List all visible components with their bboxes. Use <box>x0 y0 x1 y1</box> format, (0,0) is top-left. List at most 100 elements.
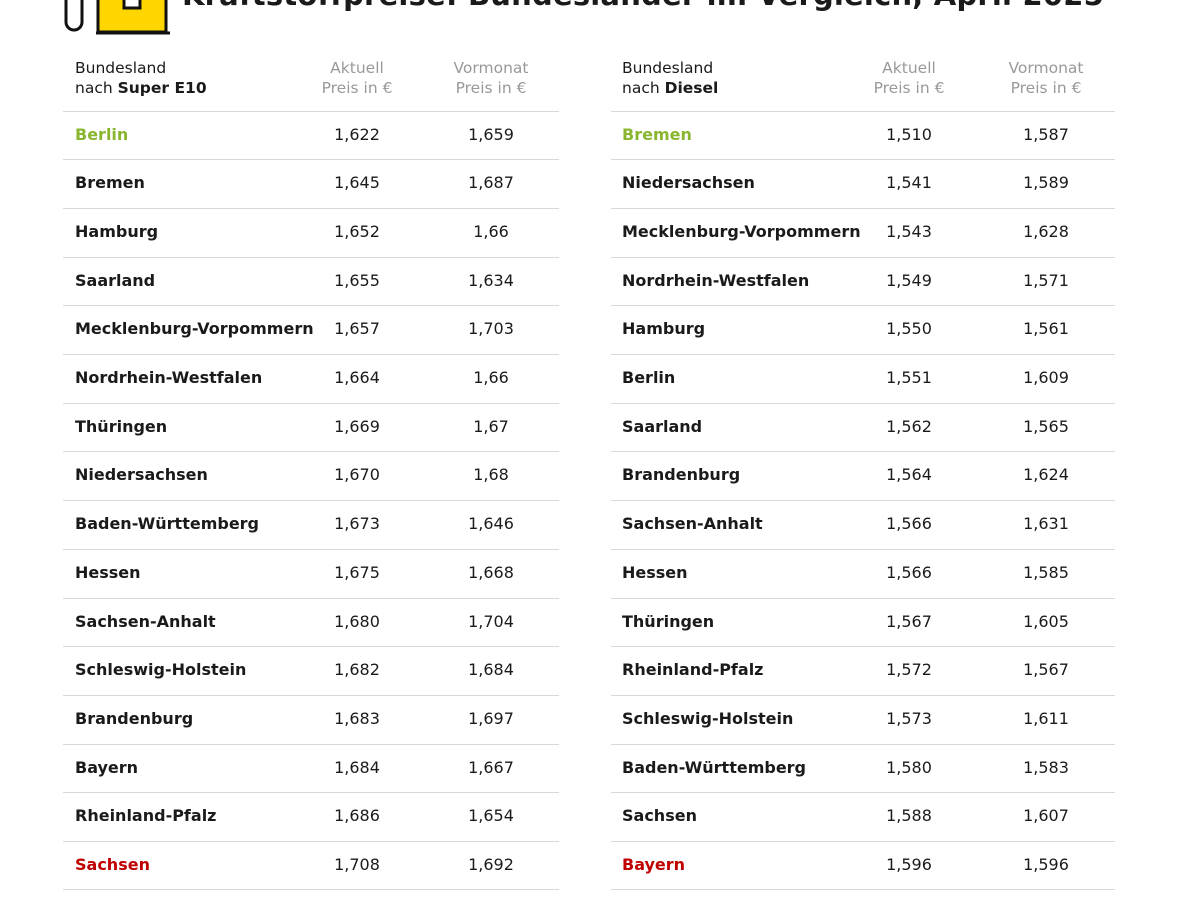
header-text: Preis in € <box>321 79 393 97</box>
price: 1,550 <box>886 319 932 339</box>
price: 1,667 <box>468 757 514 777</box>
table-row: Rheinland-Pfalz 1,686 1,654 <box>63 792 559 841</box>
price: 1,566 <box>886 562 932 582</box>
table-row: Schleswig-Holstein 1,682 1,684 <box>63 646 559 695</box>
state-name: Berlin <box>75 124 129 144</box>
price: 1,634 <box>468 270 514 290</box>
table-row: Sachsen-Anhalt 1,680 1,704 <box>63 597 559 647</box>
price: 1,596 <box>886 855 932 874</box>
table-row: Brandenburg 1,683 1,697 <box>63 694 559 744</box>
table-row: Schleswig-Holstein 1,573 1,611 <box>611 694 1115 744</box>
price: 1,687 <box>468 173 514 193</box>
table-row: Saarland 1,562 1,565 <box>611 402 1115 452</box>
header-line: Aktuell <box>882 59 936 77</box>
price: 1,657 <box>334 319 380 339</box>
state-name: Saarland <box>622 416 703 436</box>
header-text: Preis in € <box>873 79 945 97</box>
state-name: Nordrhein-Westfalen <box>622 270 810 290</box>
header-line: Preis in € <box>874 78 945 98</box>
price: 1,66 <box>473 368 509 387</box>
state-name: Brandenburg <box>622 465 741 485</box>
table-row: Berlin 1,551 1,609 <box>611 354 1115 403</box>
price: 1,566 <box>886 514 932 534</box>
price: 1,683 <box>334 708 380 728</box>
state-name: Sachsen-Anhalt <box>622 514 763 534</box>
table-row: Hessen 1,675 1,668 <box>63 548 559 598</box>
price: 1,561 <box>1023 319 1069 339</box>
state-name: Hessen <box>75 562 141 582</box>
state-name: Hamburg <box>75 221 159 241</box>
price: 1,67 <box>473 416 509 436</box>
table-row: Rheinland-Pfalz 1,572 1,567 <box>611 646 1115 695</box>
state-name: Bayern <box>75 757 139 777</box>
state-name: Saarland <box>75 270 156 290</box>
price: 1,573 <box>886 708 932 728</box>
state-name: Schleswig-Holstein <box>622 708 794 728</box>
price: 1,567 <box>1023 660 1069 680</box>
header-line: nach Super E10 <box>75 78 207 98</box>
price: 1,564 <box>886 465 932 485</box>
header-line: Preis in € <box>1009 78 1084 98</box>
price: 1,583 <box>1023 757 1069 777</box>
price: 1,669 <box>334 416 380 436</box>
header-fuel: Diesel <box>664 79 719 97</box>
state-name: Rheinland-Pfalz <box>622 660 764 680</box>
price: 1,589 <box>1023 173 1069 193</box>
price: 1,682 <box>334 660 380 680</box>
title: Kraftstoffpreise: Bundesländer im Vergle… <box>182 0 1104 12</box>
header-line: Bundesland <box>75 59 167 77</box>
state-name: Bremen <box>75 173 145 193</box>
table-row: Nordrhein-Westfalen 1,549 1,571 <box>611 256 1115 306</box>
state-name: Schleswig-Holstein <box>75 660 247 680</box>
price: 1,703 <box>468 319 514 339</box>
column-header: Aktuell Preis in € <box>874 58 945 98</box>
header-line: Bundesland <box>622 59 714 77</box>
price: 1,611 <box>1023 708 1069 728</box>
state-name: Sachsen <box>622 806 697 826</box>
price: 1,567 <box>886 611 932 631</box>
table-row: Baden-Württemberg 1,580 1,583 <box>611 743 1115 793</box>
price: 1,659 <box>468 124 514 144</box>
state-name: Rheinland-Pfalz <box>75 806 217 826</box>
state-name: Berlin <box>622 368 676 387</box>
table-row: Bremen 1,645 1,687 <box>63 159 559 208</box>
table-row: Sachsen 1,708 1,692 <box>63 841 559 890</box>
table-row: Bayern 1,596 1,596 <box>611 841 1115 890</box>
price: 1,624 <box>1023 465 1069 485</box>
price: 1,607 <box>1023 806 1069 826</box>
table-row: Hamburg 1,652 1,66 <box>63 207 559 257</box>
header-line: Preis in € <box>322 78 393 98</box>
header-text: Preis in € <box>1010 79 1082 97</box>
table-row: Thüringen 1,669 1,67 <box>63 402 559 452</box>
price: 1,596 <box>1023 855 1069 874</box>
price: 1,673 <box>334 514 380 534</box>
price: 1,543 <box>886 221 932 241</box>
price: 1,686 <box>334 806 380 826</box>
table-row: Niedersachsen 1,541 1,589 <box>611 159 1115 208</box>
column-header: Vormonat Preis in € <box>454 58 529 98</box>
price: 1,549 <box>886 270 932 290</box>
price: 1,675 <box>334 562 380 582</box>
price: 1,588 <box>886 806 932 826</box>
column-header: Bundesland nach Super E10 <box>75 58 207 98</box>
price: 1,664 <box>334 368 380 387</box>
price: 1,580 <box>886 757 932 777</box>
price: 1,645 <box>334 173 380 193</box>
price: 1,704 <box>468 611 514 631</box>
header-text: nach <box>622 79 660 97</box>
header-line: nach Diesel <box>622 78 718 98</box>
header-line: Vormonat <box>453 59 529 77</box>
price: 1,684 <box>334 757 380 777</box>
state-name: Hamburg <box>622 319 706 339</box>
column-header: Bundesland nach Diesel <box>622 58 718 98</box>
table-row: Bremen 1,510 1,587 <box>611 110 1115 160</box>
table-row: Hamburg 1,550 1,561 <box>611 305 1115 354</box>
price: 1,668 <box>468 562 514 582</box>
price: 1,571 <box>1023 270 1069 290</box>
price: 1,551 <box>886 368 932 387</box>
price: 1,585 <box>1023 562 1069 582</box>
state-name: Sachsen-Anhalt <box>75 611 216 631</box>
header-line: Aktuell <box>330 59 384 77</box>
state-name: Thüringen <box>622 611 715 631</box>
